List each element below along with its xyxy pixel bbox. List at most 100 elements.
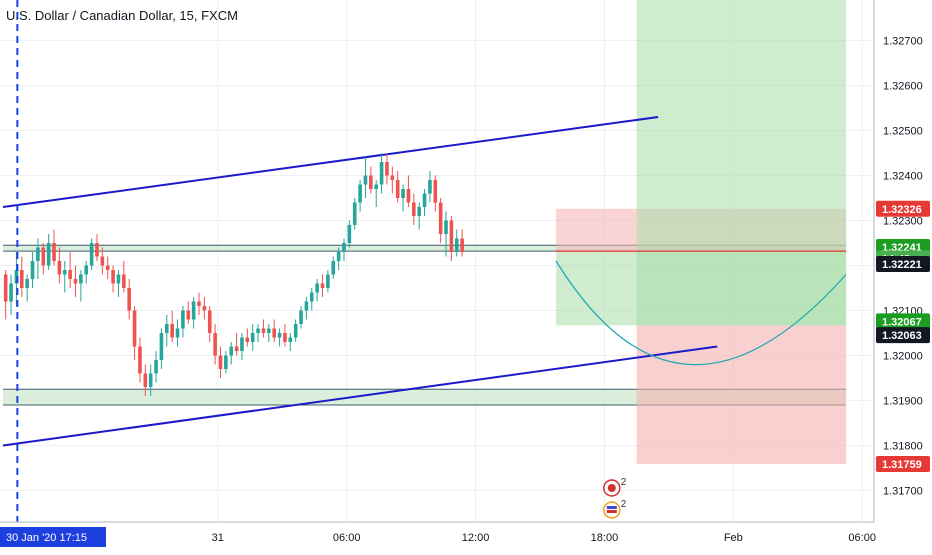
price-label-tag: [876, 327, 930, 344]
candle: [454, 229, 459, 257]
candle: [385, 153, 389, 185]
candle: [191, 297, 196, 329]
candle-body: [148, 373, 153, 387]
usa-flag-stripe-icon: [606, 506, 617, 509]
candle: [347, 220, 352, 248]
candle-body: [283, 333, 287, 342]
candle: [331, 256, 336, 279]
price-axis-tick-label: 1.31700: [883, 486, 923, 498]
price-axis-tick-label: 1.32500: [883, 126, 923, 138]
candle: [272, 319, 276, 342]
maple-leaf-icon: [607, 484, 616, 492]
candle: [326, 270, 330, 293]
candle: [218, 346, 223, 378]
candle: [261, 319, 266, 338]
candle: [95, 234, 99, 261]
price-label: 1.32326: [876, 200, 930, 217]
event-count: 2: [621, 499, 627, 510]
candle-body: [261, 328, 266, 333]
price-label-text: 1.32063: [882, 330, 922, 342]
candle-body: [342, 243, 346, 252]
candle-body: [116, 274, 121, 284]
candle-body: [412, 202, 416, 216]
candle: [68, 252, 72, 288]
price-label: 1.31759: [876, 455, 930, 472]
price-label-text: 1.31759: [882, 459, 922, 471]
candle-body: [224, 355, 228, 369]
candle-body: [433, 180, 438, 203]
candle-body: [401, 189, 405, 198]
candle-body: [111, 270, 115, 284]
support-zone: [3, 389, 847, 405]
time-axis-tick-label: 31: [212, 532, 224, 544]
candle-body: [62, 270, 67, 275]
time-axis-tick-label: Feb: [724, 532, 743, 544]
candle: [57, 247, 62, 284]
candle: [9, 274, 13, 315]
candle-body: [95, 243, 99, 257]
price-label-text: 1.32067: [882, 316, 922, 328]
price-label: 1.32067: [876, 313, 930, 330]
candle-body: [30, 261, 35, 279]
candle: [406, 175, 411, 207]
candle-body: [417, 207, 421, 216]
candle: [267, 324, 271, 342]
candle: [412, 193, 416, 225]
candle: [127, 279, 131, 320]
time-axis-tick-label: 18:00: [591, 532, 619, 544]
candle-body: [379, 162, 384, 185]
cursor-time-tag: [0, 527, 106, 547]
candle-body: [369, 175, 373, 189]
candle: [84, 261, 89, 284]
time-axis-tick-label: 06:00: [333, 532, 361, 544]
candle: [304, 297, 309, 320]
price-axis-tick-label: 1.32600: [883, 81, 923, 93]
candle: [395, 171, 400, 203]
candle: [320, 274, 325, 297]
candle-body: [240, 337, 244, 351]
candle: [315, 279, 319, 302]
candle: [202, 297, 207, 320]
candle: [428, 171, 432, 203]
candle: [41, 243, 46, 275]
candle: [401, 184, 405, 212]
candle-body: [3, 274, 8, 302]
candle-body: [288, 337, 293, 342]
price-label: 1.32221: [876, 256, 930, 273]
candle-body: [438, 202, 443, 234]
candle: [224, 351, 228, 374]
candle: [363, 157, 368, 198]
candle: [62, 261, 67, 293]
candle-body: [390, 175, 395, 180]
candle-body: [347, 225, 352, 243]
candle-body: [250, 333, 255, 342]
candle-body: [272, 328, 276, 338]
price-label-tag: [876, 256, 930, 273]
candle-body: [207, 310, 212, 333]
candle: [293, 319, 298, 342]
candle: [374, 180, 379, 207]
time-axis-tick-label: 12:00: [462, 532, 490, 544]
candle-body: [336, 252, 341, 261]
candle: [460, 229, 464, 257]
upper-channel-line: [2, 116, 659, 208]
candle-body: [57, 261, 62, 275]
candle: [438, 198, 443, 243]
candle-body: [309, 292, 314, 302]
candle-body: [352, 202, 357, 225]
candle: [234, 333, 239, 356]
candle-body: [358, 184, 362, 203]
candle: [288, 333, 293, 351]
resistance-zone: [3, 245, 847, 252]
price-label-tag: [876, 200, 930, 217]
price-axis-tick-label: 1.31900: [883, 396, 923, 408]
candle-body: [186, 310, 191, 320]
event-marker: 2: [603, 477, 627, 497]
candle-body: [234, 346, 239, 351]
candle-body: [363, 175, 368, 185]
candle-body: [25, 279, 29, 288]
candle-body: [132, 310, 137, 347]
candle-body: [428, 180, 432, 194]
